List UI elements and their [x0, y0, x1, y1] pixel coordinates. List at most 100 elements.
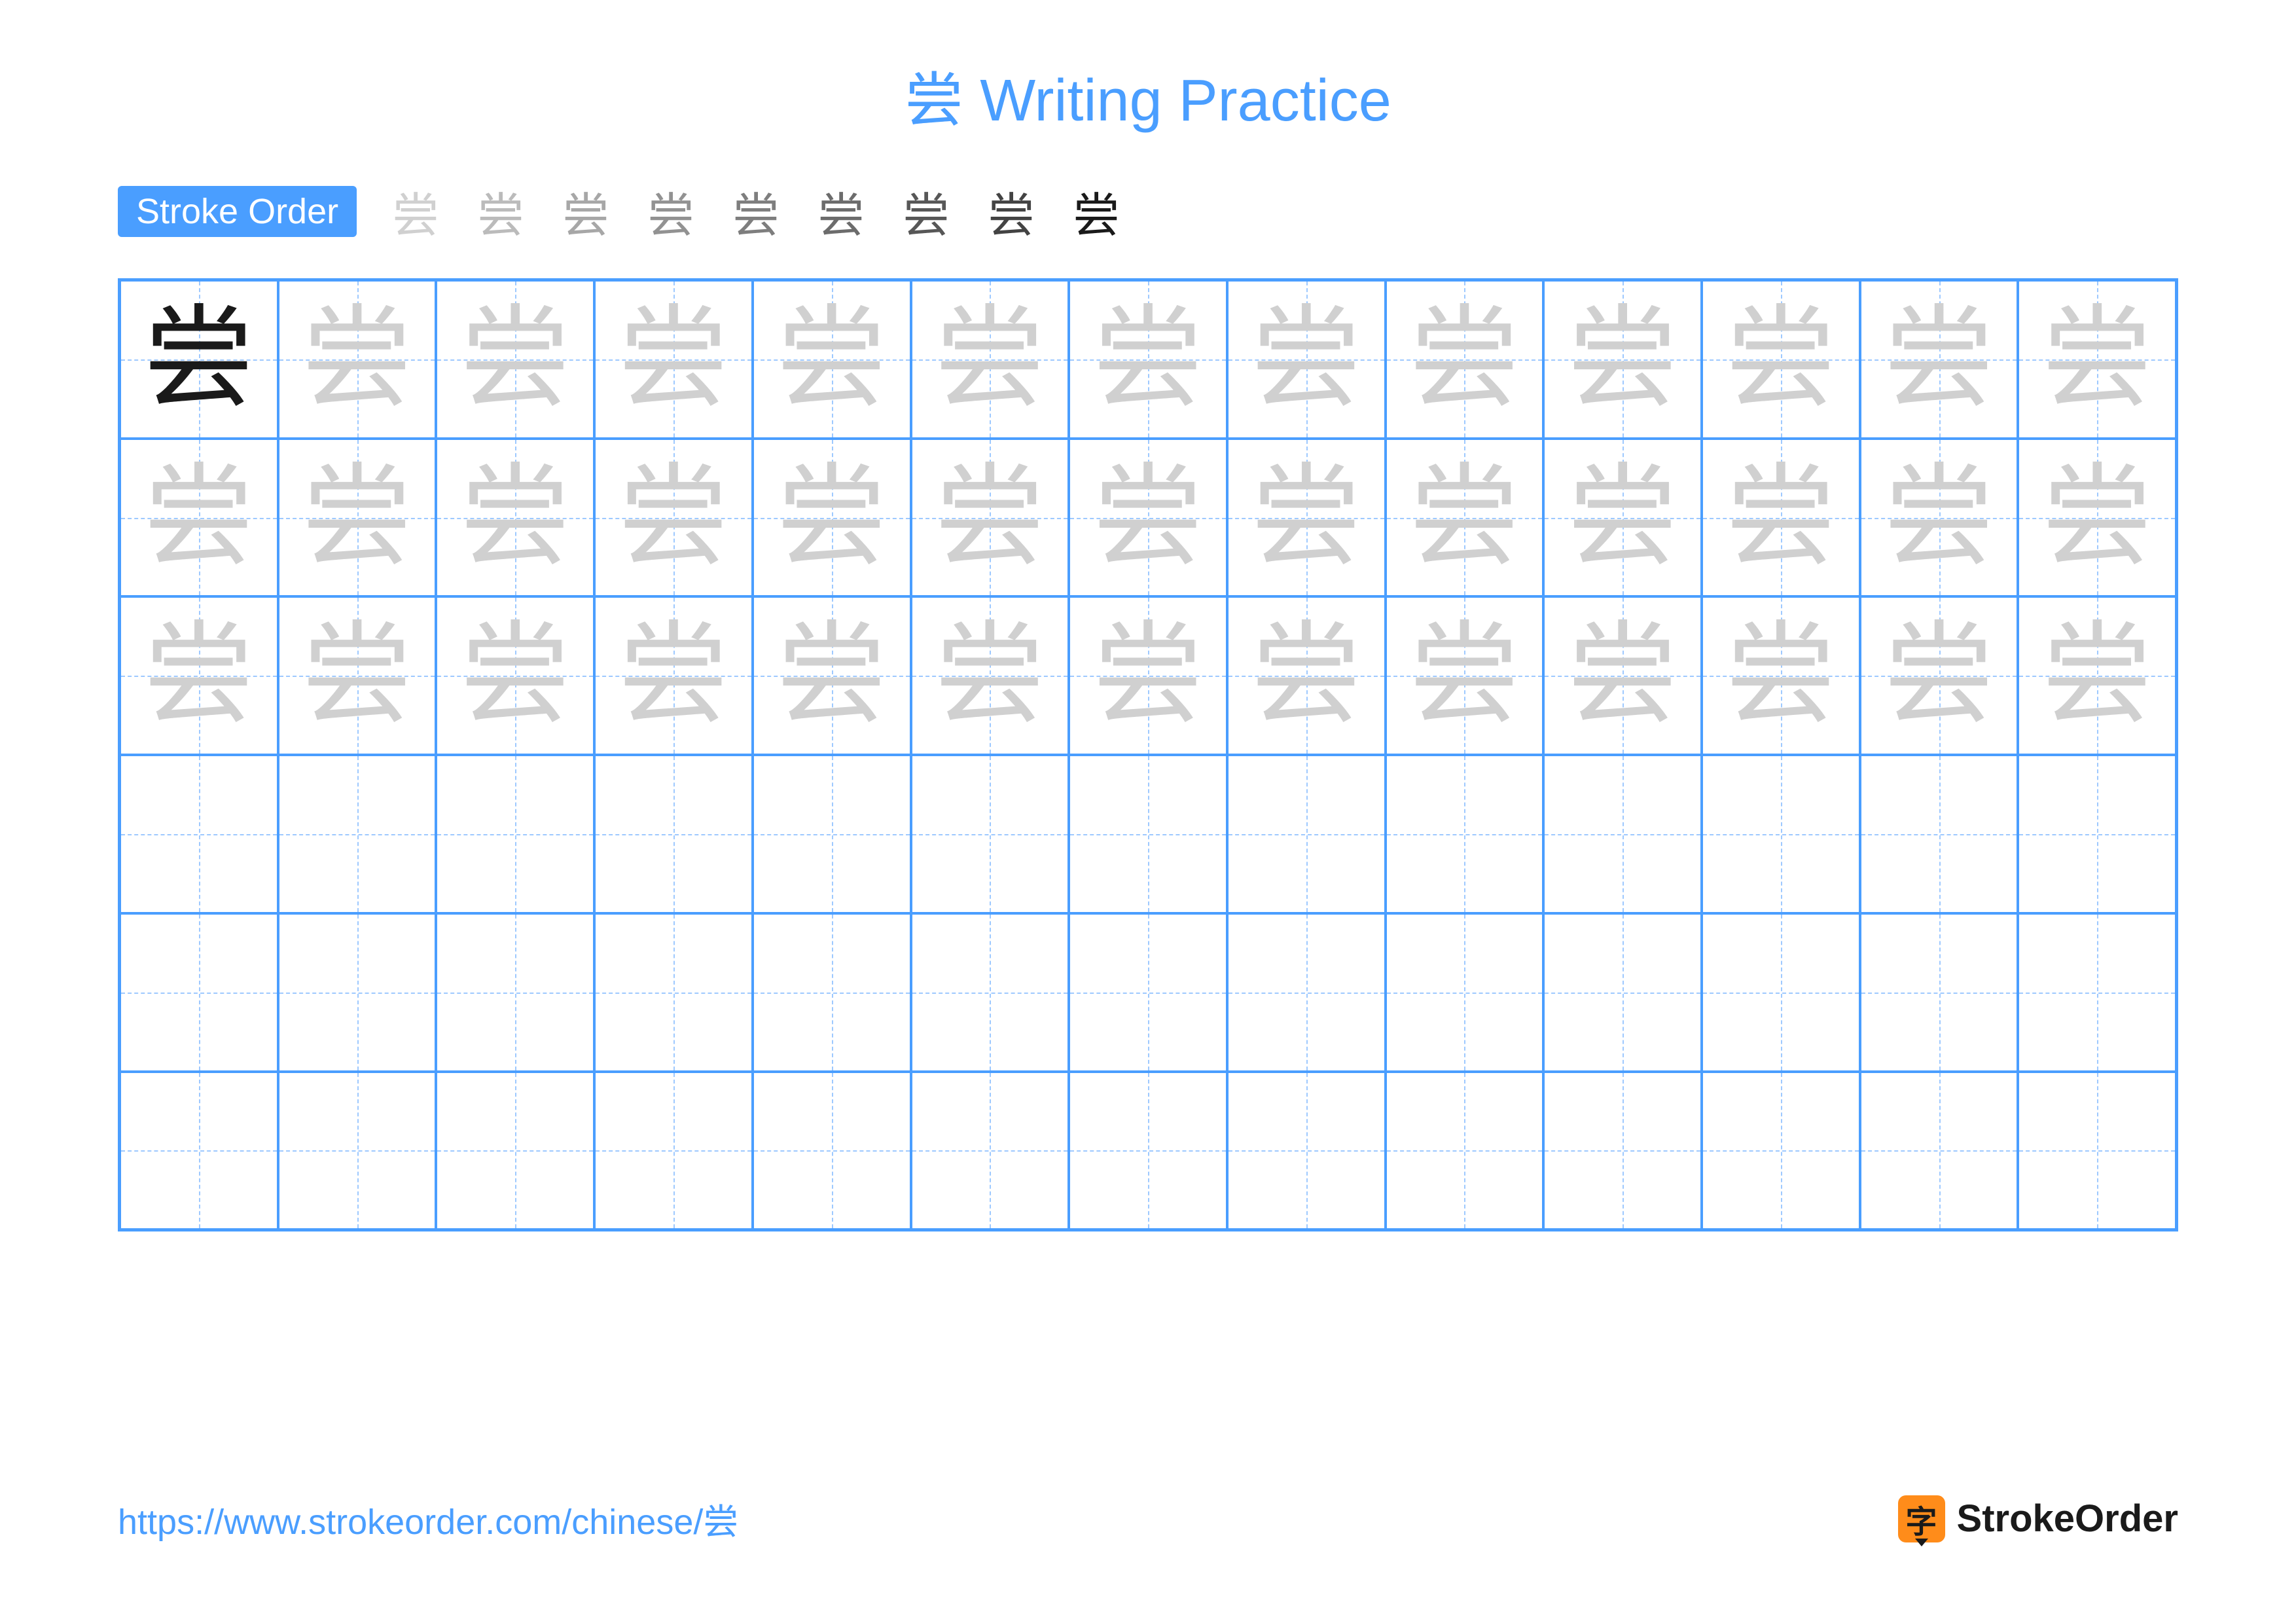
practice-character: 尝	[2041, 304, 2153, 415]
grid-cell: 尝	[2018, 439, 2176, 597]
brand-name: StrokeOrder	[1957, 1497, 2178, 1541]
grid-cell: 尝	[120, 280, 278, 439]
grid-cell	[911, 913, 1069, 1072]
grid-cell: 尝	[1860, 439, 2018, 597]
grid-cell	[120, 1072, 278, 1230]
practice-character: 尝	[776, 304, 888, 415]
grid-cell	[278, 1072, 437, 1230]
grid-cell	[436, 1072, 594, 1230]
practice-character: 尝	[1408, 304, 1520, 415]
grid-cell	[753, 1072, 911, 1230]
practice-character: 尝	[1884, 304, 1995, 415]
grid-cell	[2018, 1072, 2176, 1230]
grid-cell: 尝	[911, 439, 1069, 597]
footer: https://www.strokeorder.com/chinese/尝 字 …	[118, 1493, 2178, 1544]
grid-cell	[278, 913, 437, 1072]
stroke-step: 尝	[900, 177, 952, 246]
grid-cell	[1543, 755, 1702, 913]
grid-cell: 尝	[1227, 596, 1386, 755]
practice-character: 尝	[618, 304, 729, 415]
practice-character: 尝	[1567, 620, 1678, 731]
grid-cell	[911, 1072, 1069, 1230]
practice-character: 尝	[1251, 620, 1362, 731]
grid-cell: 尝	[1702, 439, 1860, 597]
grid-cell	[1386, 755, 1544, 913]
grid-cell: 尝	[1069, 596, 1227, 755]
grid-cell: 尝	[753, 439, 911, 597]
grid-cell: 尝	[1543, 280, 1702, 439]
grid-cell	[1860, 913, 2018, 1072]
grid-cell: 尝	[436, 439, 594, 597]
grid-cell: 尝	[911, 280, 1069, 439]
page-title: 尝 Writing Practice	[118, 52, 2178, 137]
stroke-step: 尝	[1070, 177, 1122, 246]
practice-character: 尝	[2041, 620, 2153, 731]
grid-cell: 尝	[911, 596, 1069, 755]
stroke-step: 尝	[730, 177, 782, 246]
stroke-step: 尝	[560, 177, 612, 246]
grid-cell	[1702, 913, 1860, 1072]
practice-character: 尝	[459, 304, 571, 415]
practice-character: 尝	[302, 304, 413, 415]
grid-cell	[1386, 1072, 1544, 1230]
grid-cell	[1702, 1072, 1860, 1230]
source-url[interactable]: https://www.strokeorder.com/chinese/尝	[118, 1493, 738, 1544]
grid-cell: 尝	[1543, 439, 1702, 597]
grid-cell	[1702, 755, 1860, 913]
grid-cell: 尝	[594, 596, 753, 755]
grid-cell	[1860, 755, 2018, 913]
grid-cell: 尝	[1227, 439, 1386, 597]
grid-cell	[753, 913, 911, 1072]
grid-cell	[1069, 913, 1227, 1072]
grid-cell	[1860, 1072, 2018, 1230]
practice-character: 尝	[1408, 620, 1520, 731]
grid-cell	[436, 755, 594, 913]
grid-cell	[594, 1072, 753, 1230]
grid-cell: 尝	[1386, 596, 1544, 755]
practice-character: 尝	[934, 620, 1045, 731]
grid-cell: 尝	[278, 280, 437, 439]
practice-character: 尝	[1567, 304, 1678, 415]
practice-character: 尝	[1884, 462, 1995, 574]
practice-character: 尝	[1408, 462, 1520, 574]
practice-character: 尝	[302, 620, 413, 731]
grid-cell: 尝	[753, 596, 911, 755]
grid-cell	[120, 913, 278, 1072]
practice-character: 尝	[143, 620, 255, 731]
grid-cell: 尝	[278, 439, 437, 597]
grid-cell	[436, 913, 594, 1072]
grid-cell	[1543, 1072, 1702, 1230]
grid-cell	[1227, 755, 1386, 913]
grid-cell: 尝	[436, 280, 594, 439]
practice-character: 尝	[1251, 462, 1362, 574]
grid-cell: 尝	[1069, 280, 1227, 439]
grid-cell	[120, 755, 278, 913]
stroke-order-badge: Stroke Order	[118, 186, 357, 237]
practice-character: 尝	[618, 620, 729, 731]
grid-cell	[594, 913, 753, 1072]
grid-cell: 尝	[1386, 439, 1544, 597]
practice-character: 尝	[1884, 620, 1995, 731]
grid-cell	[1227, 1072, 1386, 1230]
grid-cell: 尝	[1702, 596, 1860, 755]
grid-cell: 尝	[120, 596, 278, 755]
grid-cell: 尝	[1860, 280, 2018, 439]
stroke-step: 尝	[645, 177, 697, 246]
practice-character: 尝	[934, 304, 1045, 415]
brand-icon: 字	[1898, 1495, 1945, 1542]
grid-cell	[1069, 755, 1227, 913]
grid-cell: 尝	[1069, 439, 1227, 597]
grid-cell	[278, 755, 437, 913]
practice-character: 尝	[1567, 462, 1678, 574]
practice-character: 尝	[618, 462, 729, 574]
practice-character: 尝	[302, 462, 413, 574]
grid-cell: 尝	[1860, 596, 2018, 755]
grid-cell: 尝	[1386, 280, 1544, 439]
practice-grid: 尝尝尝尝尝尝尝尝尝尝尝尝尝尝尝尝尝尝尝尝尝尝尝尝尝尝尝尝尝尝尝尝尝尝尝尝尝尝尝	[118, 278, 2178, 1231]
practice-character: 尝	[143, 304, 255, 415]
practice-character: 尝	[2041, 462, 2153, 574]
stroke-step: 尝	[389, 177, 442, 246]
grid-cell: 尝	[2018, 280, 2176, 439]
practice-character: 尝	[776, 620, 888, 731]
practice-character: 尝	[1092, 462, 1204, 574]
